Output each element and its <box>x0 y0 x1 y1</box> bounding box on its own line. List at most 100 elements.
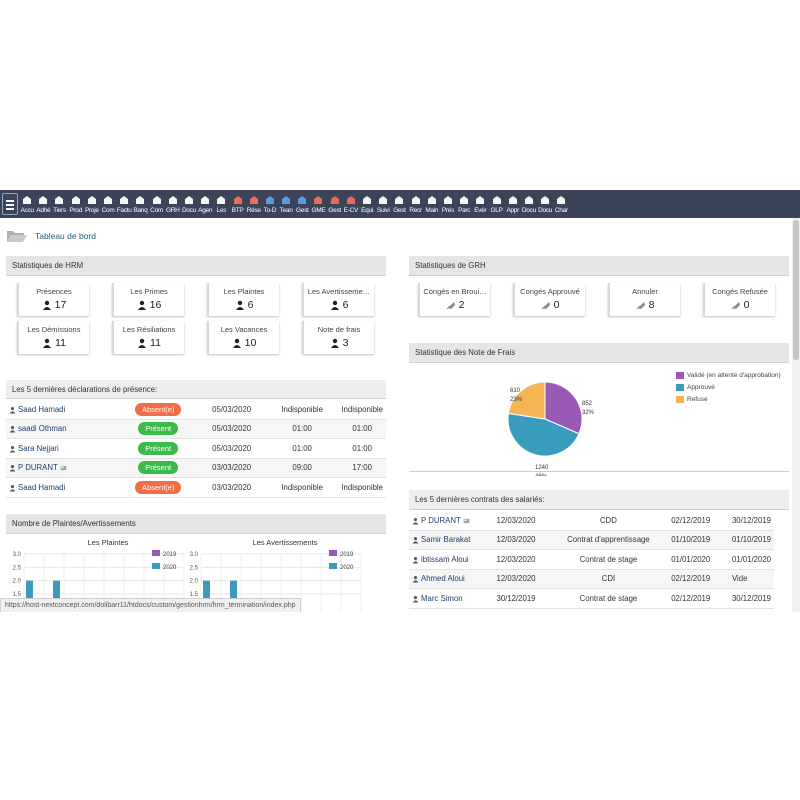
employee-name[interactable]: ibtissam Aloui <box>421 554 469 564</box>
complaint-icon <box>235 300 244 310</box>
menu-item-31[interactable]: Docu <box>521 192 537 218</box>
employee-name[interactable]: Sara Nejjari <box>18 443 59 453</box>
menu-item-32[interactable]: Docu <box>537 192 553 218</box>
menu-item-5[interactable]: Com <box>100 192 116 218</box>
hrm-card-3[interactable]: Les Avertisseme… 6 <box>302 283 374 316</box>
hrm-card-0[interactable]: Présences 17 <box>17 283 89 316</box>
menu-item-14[interactable]: Rése <box>246 192 262 218</box>
employee-name[interactable]: saadi Othman <box>18 424 67 434</box>
menu-item-18[interactable]: GME <box>310 192 326 218</box>
user-icon <box>9 445 16 453</box>
menu-item-label: Prod <box>69 207 82 214</box>
menu-item-0[interactable]: Accu <box>19 192 35 218</box>
table-row[interactable]: ibtissam Aloui 12/03/2020 Contrat de stage… <box>409 549 774 570</box>
table-row[interactable]: Sara Nejjari Présent 05/03/2020 01:00 01:00 <box>6 438 386 459</box>
menu-item-33[interactable]: Char <box>553 192 569 218</box>
menu-item-4[interactable]: Proje <box>84 192 100 218</box>
hrm-card-7[interactable]: Note de frais 3 <box>302 321 374 354</box>
pie-slice-0[interactable] <box>544 381 583 435</box>
contract-start-cell: 02/12/2019 <box>668 588 729 609</box>
menu-item-25[interactable]: Main <box>424 192 440 218</box>
divider <box>409 471 789 472</box>
legend-label: Approuvé <box>687 384 715 391</box>
hrm-card-4[interactable]: Les Démissions 11 <box>17 321 89 354</box>
employee-name[interactable]: Saad Hamadi <box>18 404 66 414</box>
grh-card-3[interactable]: Congés Refusée 0 <box>703 283 775 316</box>
employee-name[interactable]: Saad Hamadi <box>18 482 66 492</box>
menu-item-29[interactable]: GLP <box>488 192 504 218</box>
menu-item-17[interactable]: Gest <box>294 192 310 218</box>
table-row[interactable]: saadi Othman Présent 05/03/2020 01:00 01:00 <box>6 419 386 439</box>
menu-item-28[interactable]: Évér <box>472 192 488 218</box>
menu-item-6[interactable]: Factu <box>116 192 132 218</box>
table-row[interactable]: P DURANT 12/03/2020 CDD 02/12/2019 30/12/20… <box>409 511 774 531</box>
menu-item-15[interactable]: To-D <box>262 192 278 218</box>
employee-name[interactable]: Samir Barakat <box>421 535 471 545</box>
date-cell: 03/03/2020 <box>197 477 266 498</box>
employee-name[interactable]: Marc Simon <box>421 593 463 603</box>
grh-card-1[interactable]: Congés Approuvé 0 <box>513 283 585 316</box>
menu-item-10[interactable]: Docu <box>181 192 197 218</box>
hrm-card-2[interactable]: Les Plaintes 6 <box>207 283 279 316</box>
grh-card-0[interactable]: Congés en Broui… 2 <box>418 283 490 316</box>
employee-name[interactable]: P DURANT <box>18 463 58 473</box>
menu-item-3[interactable]: Prod <box>68 192 84 218</box>
hrm-card-1[interactable]: Les Primes 16 <box>112 283 184 316</box>
menu-item-label: Tiers <box>53 207 66 214</box>
pie-slice-2[interactable] <box>507 381 546 420</box>
table-row[interactable]: Saad Hamadi Absent(e) 05/03/2020 Indisponib… <box>6 400 386 420</box>
menu-item-22[interactable]: Suivi <box>375 192 391 218</box>
menu-item-1[interactable]: Adhé <box>35 192 51 218</box>
hrm-card-5[interactable]: Les Résiliations 11 <box>112 321 184 354</box>
bar[interactable] <box>230 580 237 612</box>
menu-item-26[interactable]: Prés <box>440 192 456 218</box>
menu-item-9[interactable]: GRH <box>165 192 181 218</box>
page-title[interactable]: Tableau de bord <box>35 231 96 241</box>
bar-chart-title: Les Plaintes <box>88 538 129 547</box>
project-icon <box>87 195 97 205</box>
table-row[interactable]: Ahmed Aloui 12/03/2020 CDI 02/12/2019 Vide <box>409 569 774 589</box>
bar[interactable] <box>26 580 33 612</box>
web-icon <box>540 195 550 205</box>
menu-item-21[interactable]: Équi <box>359 192 375 218</box>
card-label: Présences <box>36 287 72 296</box>
menu-item-2[interactable]: Tiers <box>51 192 67 218</box>
bar[interactable] <box>203 580 210 612</box>
id-card-icon <box>463 518 470 523</box>
menu-item-7[interactable]: Banq <box>132 192 148 218</box>
menu-item-30[interactable]: Appr <box>505 192 521 218</box>
scrollbar-thumb[interactable] <box>793 220 799 360</box>
leave-icon <box>731 302 740 310</box>
menu-item-13[interactable]: BTP <box>229 192 245 218</box>
table-row[interactable]: Saad Hamadi Absent(e) 03/03/2020 Indisponib… <box>6 477 386 498</box>
menu-item-19[interactable]: Gest <box>327 192 343 218</box>
menu-item-16[interactable]: Tean <box>278 192 294 218</box>
contract-date-cell: 12/03/2020 <box>493 549 549 570</box>
legend-item-0[interactable]: Validé (en attente d'approbation) <box>676 372 781 379</box>
grh-card-2[interactable]: Annuler 8 <box>608 283 680 316</box>
table-row[interactable]: P DURANT Présent 03/03/2020 09:00 17:00 <box>6 458 386 478</box>
employee-name[interactable]: P DURANT <box>421 515 461 525</box>
table-row[interactable]: Samir Barakat 12/03/2020 Contrat d'apprent… <box>409 530 774 550</box>
menu-item-12[interactable]: Les <box>213 192 229 218</box>
menu-item-20[interactable]: E-CV <box>343 192 359 218</box>
menu-item-23[interactable]: Gest <box>391 192 407 218</box>
menu-item-label: Adhé <box>36 207 51 214</box>
legend-item-1[interactable]: Approuvé <box>676 384 715 391</box>
menu-item-8[interactable]: Com <box>149 192 165 218</box>
menu-item-24[interactable]: Recr <box>408 192 424 218</box>
time-out-cell: 01:00 <box>338 438 386 459</box>
employee-name[interactable]: Ahmed Aloui <box>421 574 465 584</box>
pie-slice-1[interactable] <box>507 412 580 457</box>
scrollbar[interactable] <box>792 218 800 612</box>
legend-item-2[interactable]: Refusé <box>676 396 708 403</box>
menu-item-11[interactable]: Agen <box>197 192 213 218</box>
card-value: 0 <box>553 299 560 311</box>
menu-item-27[interactable]: Parc <box>456 192 472 218</box>
table-row[interactable]: Marc Simon 30/12/2019 Contrat de stage 02/1… <box>409 588 774 609</box>
todo-icon <box>265 195 275 205</box>
bar[interactable] <box>53 580 60 612</box>
hamburger-menu-icon[interactable] <box>2 193 18 215</box>
hrm-card-6[interactable]: Les Vacances 10 <box>207 321 279 354</box>
user-icon <box>9 465 16 472</box>
